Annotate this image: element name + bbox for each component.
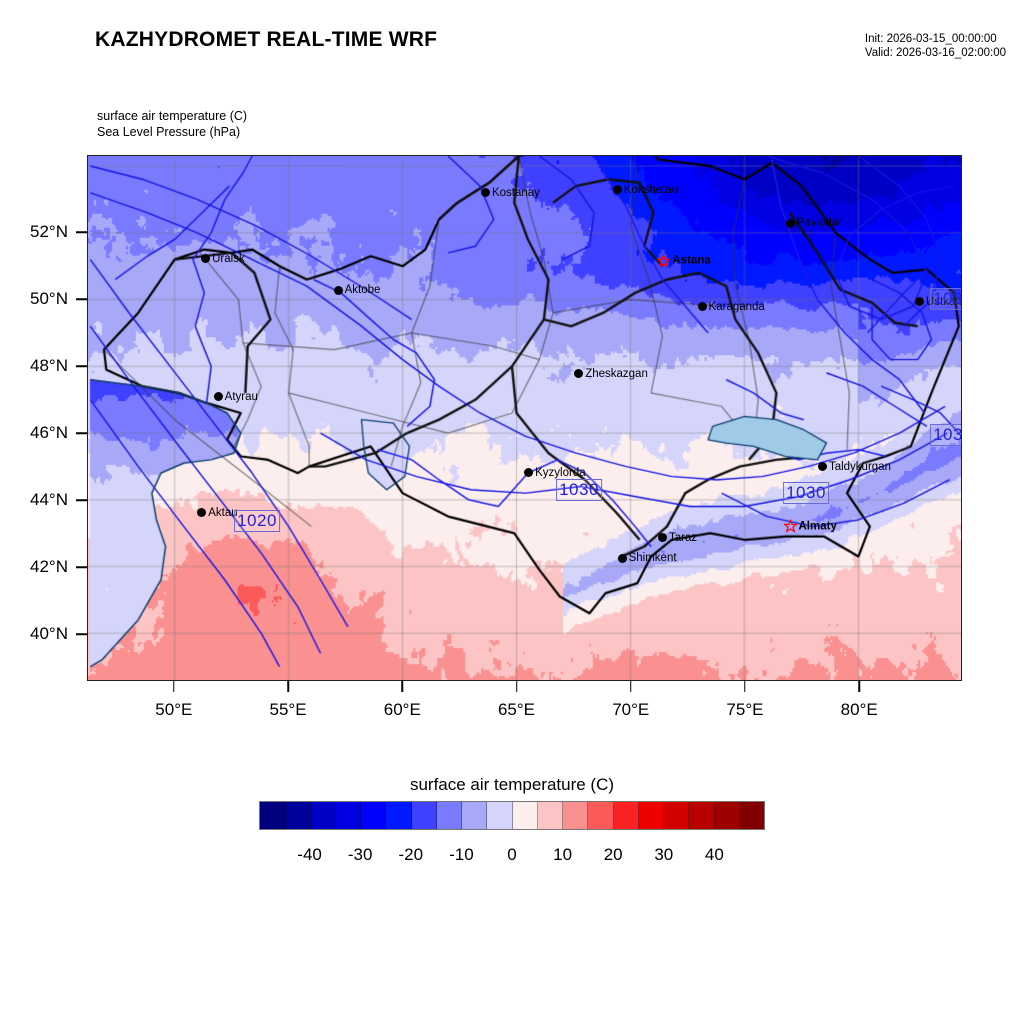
colorbar-swatch-7: [436, 802, 462, 829]
field-caption-line2: Sea Level Pressure (hPa): [97, 125, 241, 139]
colorbar-tick-3: -10: [449, 845, 474, 864]
xtick-label-5: 75°E: [726, 700, 764, 719]
ytick-mark: [76, 499, 87, 501]
colorbar-swatch-8: [462, 802, 488, 829]
xtick-label-4: 70°E: [612, 700, 650, 719]
xtick-label-1: 55°E: [269, 700, 307, 719]
xtick-mark: [401, 681, 404, 692]
colorbar-tick-8: 40: [704, 845, 724, 864]
colorbar-swatch-11: [537, 802, 563, 829]
colorbar-swatch-5: [386, 802, 412, 829]
isobar-label-1030-4: 1030: [930, 424, 961, 446]
ytick-label-1: 50°N: [30, 289, 68, 309]
valid-time: Valid: 2026-03-16_02:00:00: [864, 47, 1006, 59]
isobar-label-1030-2: 1030: [783, 482, 829, 504]
colorbar-swatch-2: [310, 802, 336, 829]
isobar-label-1020-0: 1020: [234, 510, 280, 532]
ytick-mark: [76, 231, 87, 233]
temperature-colorbar[interactable]: [259, 801, 765, 830]
temperature-field-canvas: [88, 156, 961, 680]
colorbar-swatch-6: [411, 802, 437, 829]
colorbar-tick-1: -30: [347, 845, 373, 864]
xtick-label-3: 65°E: [497, 700, 536, 719]
ytick-label-0: 52°N: [30, 222, 68, 242]
colorbar-swatch-0: [260, 802, 286, 829]
ytick-mark: [76, 432, 87, 434]
colorbar-swatch-9: [487, 802, 513, 829]
colorbar-swatch-19: [739, 802, 764, 829]
map-plot-area[interactable]: PetropavlovskKostanayKokshetauPavlodarUr…: [87, 155, 962, 681]
xtick-mark: [744, 681, 746, 692]
colorbar-swatch-15: [638, 802, 664, 829]
xtick-mark: [515, 681, 518, 692]
colorbar-tick-4: 0: [507, 845, 517, 864]
colorbar-swatch-12: [563, 802, 589, 829]
colorbar-tick-0: -40: [297, 845, 322, 864]
isobar-label-1030-3: 1030: [930, 288, 961, 310]
colorbar-tick-2: -20: [398, 845, 424, 864]
colorbar-tick-5: 10: [553, 845, 573, 864]
colorbar-swatch-14: [613, 802, 639, 829]
ytick-mark: [76, 633, 87, 635]
colorbar-title: surface air temperature (C): [409, 775, 615, 794]
ytick-mark: [76, 298, 87, 300]
xtick-mark: [858, 681, 860, 692]
colorbar-tick-7: 30: [654, 845, 674, 864]
colorbar-swatch-4: [361, 802, 387, 829]
colorbar-swatch-16: [664, 802, 690, 829]
xtick-mark: [629, 681, 632, 692]
isobar-label-1030-1: 1030: [556, 479, 602, 501]
ytick-label-3: 46°N: [30, 423, 68, 443]
xtick-label-2: 60°E: [383, 700, 421, 719]
colorbar-swatch-17: [689, 802, 715, 829]
colorbar-swatch-18: [714, 802, 740, 829]
xtick-mark: [287, 681, 289, 692]
xtick-label-0: 50°E: [155, 700, 193, 719]
ytick-mark: [76, 566, 87, 568]
page-title: KAZHYDROMET REAL-TIME WRF: [95, 28, 438, 51]
field-caption: surface air temperature (C) Sea Level Pr…: [97, 108, 247, 140]
colorbar-swatch-10: [512, 802, 538, 829]
xtick-mark: [173, 681, 175, 692]
ytick-label-4: 44°N: [30, 490, 68, 510]
field-caption-line1: surface air temperature (C): [97, 109, 248, 123]
xtick-label-6: 80°E: [840, 700, 878, 719]
ytick-label-6: 40°N: [30, 624, 68, 644]
colorbar-swatch-13: [588, 802, 614, 829]
init-time: Init: 2026-03-15_00:00:00: [864, 33, 997, 45]
ytick-mark: [76, 365, 87, 367]
colorbar-swatch-3: [335, 802, 361, 829]
ytick-label-5: 42°N: [30, 557, 68, 577]
colorbar-swatch-1: [285, 802, 311, 829]
model-run-info: Init: 2026-03-15_00:00:00 Valid: 2026-03…: [865, 32, 1006, 60]
ytick-label-2: 48°N: [30, 356, 68, 376]
colorbar-tick-6: 20: [603, 845, 623, 864]
